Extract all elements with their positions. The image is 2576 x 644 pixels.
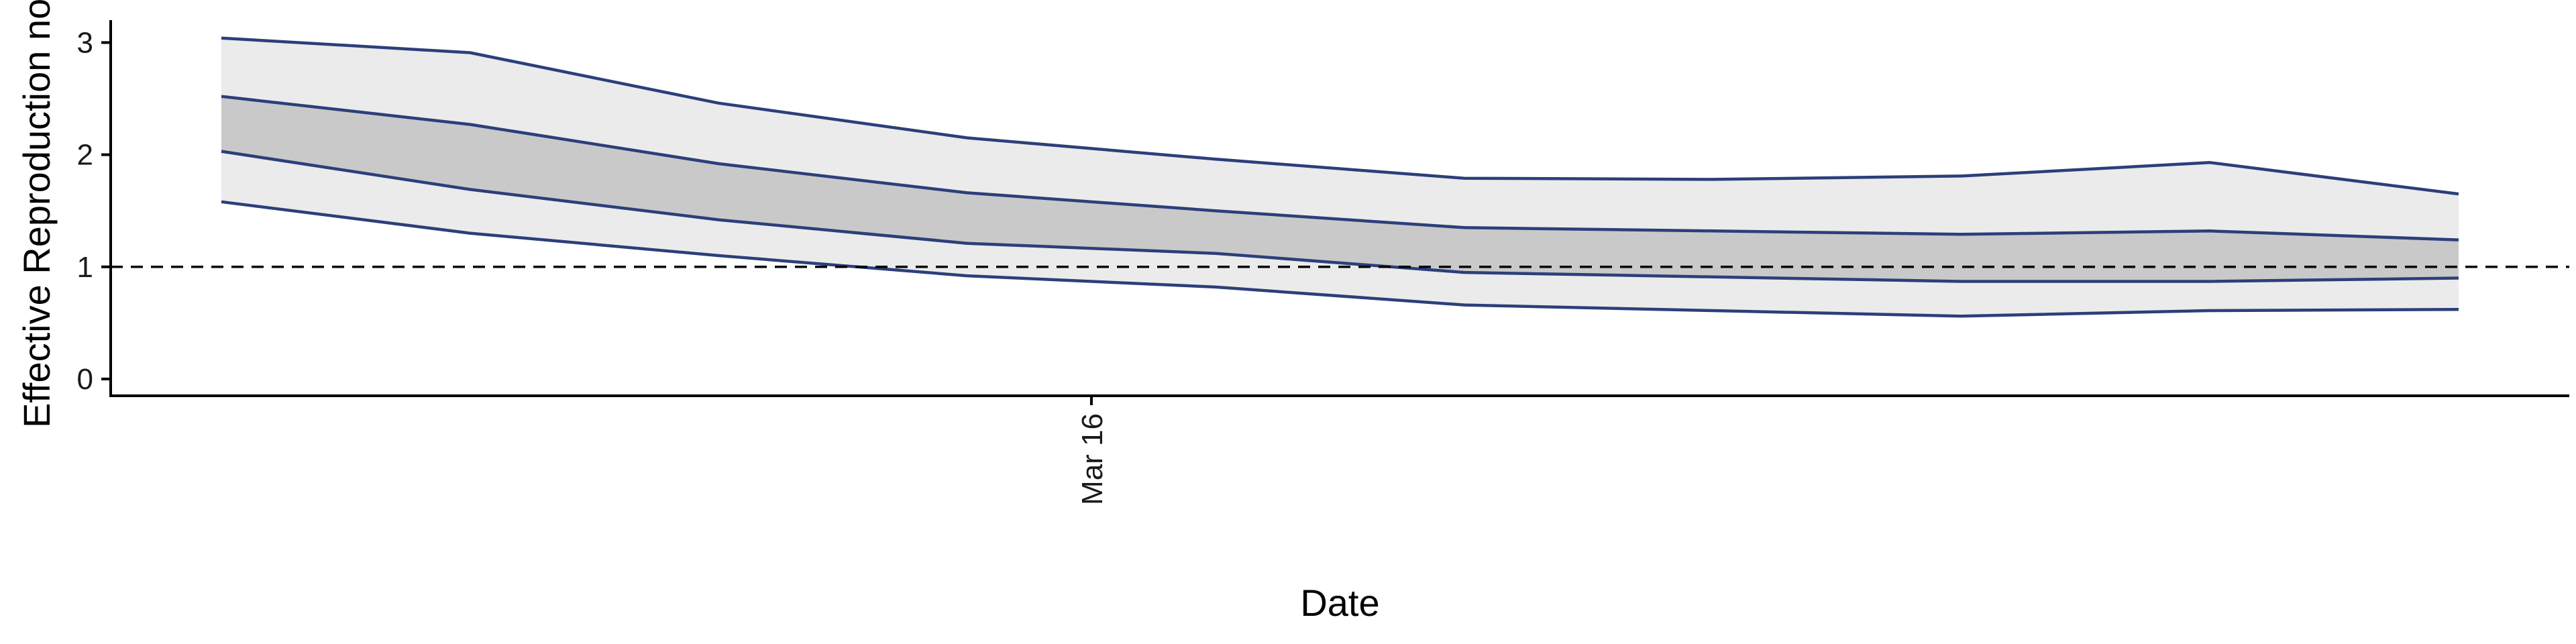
x-axis-ticks: Mar 16 [1076, 396, 1109, 505]
x-axis-title: Date [1300, 582, 1379, 624]
inner-lower-line [221, 150, 2459, 283]
y-tick-label: 2 [77, 139, 93, 172]
outer-lower-line [221, 200, 2459, 318]
y-tick-label: 0 [77, 363, 93, 396]
y-axis-ticks: 0 1 2 3 [77, 26, 111, 396]
inner-upper-line [221, 95, 2459, 241]
x-tick-label: Mar 16 [1076, 413, 1109, 505]
y-tick-label: 3 [77, 26, 93, 59]
y-axis-title: Effective Reproduction no. [15, 0, 58, 428]
credible-bands [221, 38, 2459, 317]
axes [109, 20, 2569, 397]
outer-upper-line [221, 36, 2459, 196]
band-boundary-lines [221, 36, 2459, 318]
y-tick-label: 1 [77, 251, 93, 284]
band-inner [221, 96, 2459, 282]
